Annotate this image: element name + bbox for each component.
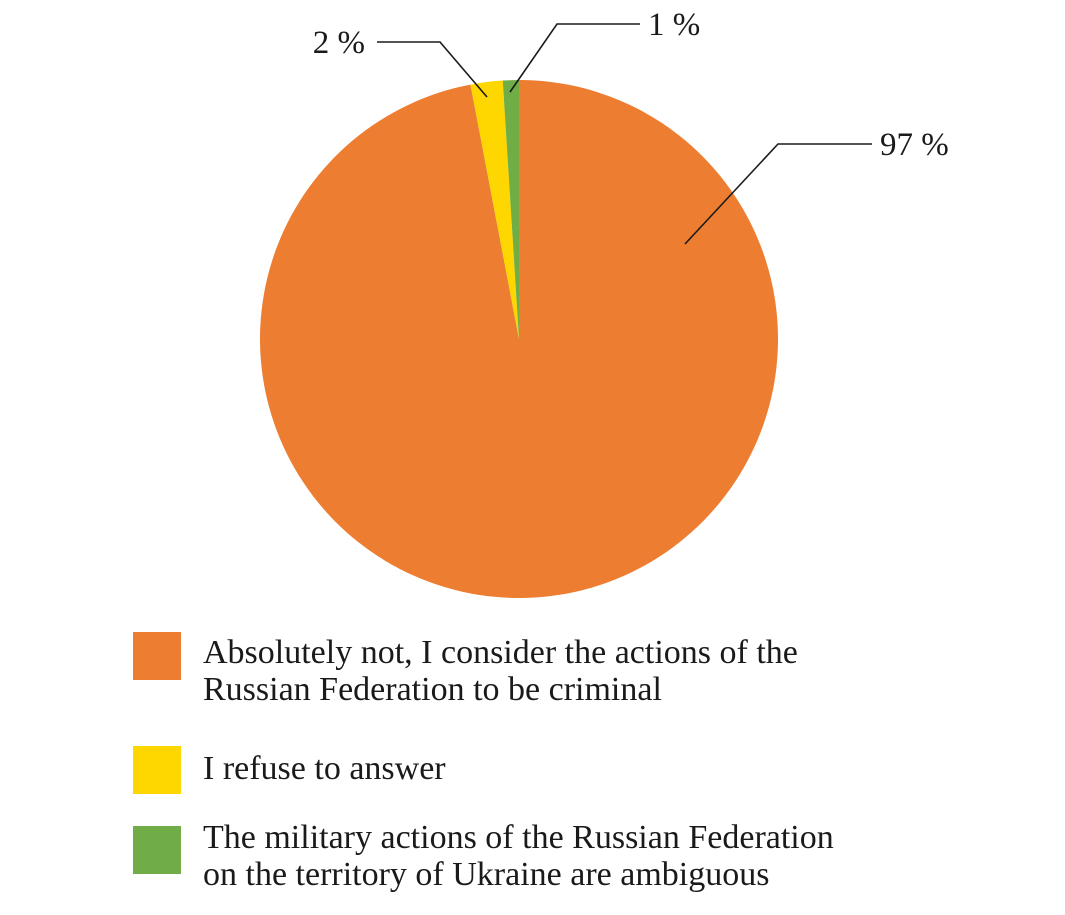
legend-swatch-green [133, 826, 181, 874]
legend-label: The military actions of the Russian Fede… [203, 819, 834, 893]
leader-line-1 [377, 41, 488, 98]
pie-slice-2 [502, 80, 519, 339]
leader-line-2 [509, 23, 640, 93]
pie-slice-0 [260, 80, 779, 599]
pie-slice-1 [470, 80, 519, 339]
legend-item-ambiguous: The military actions of the Russian Fede… [133, 819, 1033, 893]
pie-leader-lines [377, 23, 872, 245]
legend-label: Absolutely not, I consider the actions o… [203, 634, 798, 708]
pie-data-labels: 97 % 2 % 1 % [313, 7, 949, 163]
chart-legend: Absolutely not, I consider the actions o… [133, 632, 1033, 893]
legend-label: I refuse to answer [203, 750, 446, 787]
pie-chart-svg: 97 % 2 % 1 % [260, 7, 949, 599]
legend-swatch-orange [133, 632, 181, 680]
data-label-2: 1 % [648, 7, 700, 43]
pie-chart: 97 % 2 % 1 % [260, 7, 949, 599]
data-label-0: 97 % [880, 127, 949, 163]
pie-slices [260, 80, 779, 599]
legend-item-criminal: Absolutely not, I consider the actions o… [133, 632, 1033, 708]
leader-line-0 [684, 143, 872, 245]
legend-swatch-yellow [133, 746, 181, 794]
legend-item-refuse: I refuse to answer [133, 746, 1033, 794]
data-label-1: 2 % [313, 25, 365, 61]
